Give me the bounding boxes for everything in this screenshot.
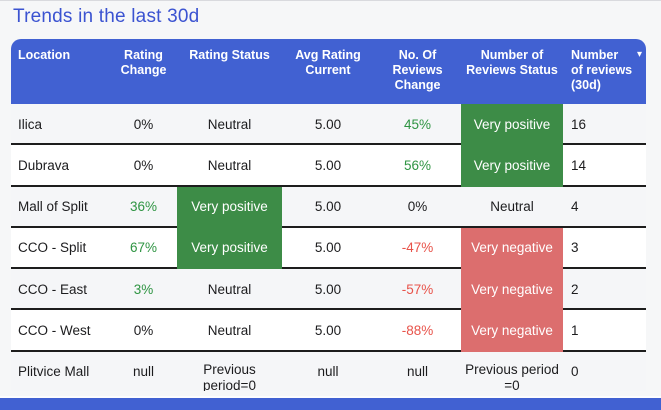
- column-header-avg-rating-current[interactable]: Avg Rating Current: [282, 39, 374, 104]
- cell-reviews-status: Very positive: [461, 145, 563, 187]
- sort-desc-icon[interactable]: ▾: [636, 49, 642, 60]
- cell-rating-change: 0%: [110, 104, 177, 145]
- cell-reviews-status: Very negative: [461, 310, 563, 352]
- cell-avg-rating-current: null: [317, 364, 339, 380]
- cell-reviews-30d: 1: [563, 310, 646, 351]
- cell-reviews-30d: 4: [563, 187, 646, 228]
- cell-reviews-30d: 0: [571, 364, 579, 380]
- column-header-location[interactable]: Location: [11, 39, 110, 104]
- cell-reviews-30d: 14: [563, 145, 646, 186]
- cell-rating-change: 0%: [110, 310, 177, 351]
- cell-rating-status: Neutral: [177, 310, 282, 351]
- table-row: CCO - Split 67% Very positive 5.00 -47% …: [11, 227, 646, 270]
- cell-avg-rating-current: 5.00: [282, 310, 374, 351]
- table-body: Ilica 0% Neutral 5.00 45% Very positive …: [11, 104, 646, 391]
- column-header-label: Rating Status: [189, 48, 270, 62]
- cell-avg-rating-current: 5.00: [282, 228, 374, 269]
- cell-avg-rating-current: 5.00: [282, 187, 374, 228]
- column-header-no-of-reviews-change[interactable]: No. Of Reviews Change: [374, 39, 461, 104]
- column-header-label: No. Of Reviews Change: [392, 48, 443, 92]
- bottom-blue-bar: [0, 396, 661, 410]
- cell-location: CCO - Split: [11, 228, 110, 269]
- table-row: Ilica 0% Neutral 5.00 45% Very positive …: [11, 104, 646, 146]
- cell-reviews-status: Neutral: [461, 187, 563, 228]
- cell-rating-change: 36%: [110, 187, 177, 228]
- cell-rating-change: 0%: [110, 145, 177, 186]
- cell-reviews-status: Very negative: [461, 269, 563, 311]
- column-header-label: Number of Reviews Status: [466, 48, 558, 77]
- cell-reviews-30d: 2: [563, 269, 646, 310]
- cell-rating-status: Neutral: [177, 104, 282, 145]
- table-row: Plitvice Mall null Previous period=0 nul…: [11, 351, 646, 391]
- cell-rating-status: Very positive: [177, 186, 282, 228]
- column-header-rating-status[interactable]: Rating Status: [177, 39, 282, 104]
- cell-reviews-change: -47%: [374, 228, 461, 269]
- cell-rating-status: Very positive: [177, 227, 282, 270]
- cell-rating-status: Neutral: [177, 269, 282, 310]
- cell-reviews-30d: 3: [563, 228, 646, 269]
- cell-rating-status: Neutral: [177, 145, 282, 186]
- table-row: CCO - East 3% Neutral 5.00 -57% Very neg…: [11, 269, 646, 311]
- cell-location: Plitvice Mall: [18, 364, 90, 380]
- cell-rating-change: null: [132, 364, 154, 380]
- table-row: Dubrava 0% Neutral 5.00 56% Very positiv…: [11, 145, 646, 187]
- cell-reviews-change: -88%: [374, 310, 461, 351]
- column-header-label: Location: [18, 48, 71, 62]
- cell-reviews-status: Very negative: [461, 227, 563, 270]
- column-header-label: Avg Rating Current: [295, 48, 361, 77]
- cell-location: CCO - West: [11, 310, 110, 351]
- table-row: CCO - West 0% Neutral 5.00 -88% Very neg…: [11, 310, 646, 352]
- cell-reviews-status: Previous period =0: [465, 361, 559, 391]
- table-header-row: Location Rating Change Rating Status Avg…: [11, 39, 646, 104]
- cell-avg-rating-current: 5.00: [282, 104, 374, 145]
- column-header-number-of-reviews-status[interactable]: Number of Reviews Status: [461, 39, 563, 104]
- table-row: Mall of Split 36% Very positive 5.00 0% …: [11, 186, 646, 228]
- column-header-rating-change[interactable]: Rating Change: [110, 39, 177, 104]
- cell-reviews-30d: 16: [563, 104, 646, 145]
- cell-avg-rating-current: 5.00: [282, 269, 374, 310]
- cell-reviews-status: Very positive: [461, 104, 563, 146]
- cell-avg-rating-current: 5.00: [282, 145, 374, 186]
- cell-location: Dubrava: [11, 145, 110, 186]
- cell-rating-change: 3%: [110, 269, 177, 310]
- column-header-label: Number of reviews (30d): [571, 48, 633, 92]
- cell-reviews-change: 0%: [374, 187, 461, 228]
- cell-location: CCO - East: [11, 269, 110, 310]
- cell-reviews-change: -57%: [374, 269, 461, 310]
- page-title: Trends in the last 30d: [13, 6, 200, 27]
- cell-reviews-change: 56%: [374, 145, 461, 186]
- cell-rating-status: Previous period=0: [203, 361, 256, 391]
- cell-reviews-change: null: [406, 364, 428, 380]
- cell-reviews-change: 45%: [374, 104, 461, 145]
- cell-rating-change: 67%: [110, 228, 177, 269]
- cell-location: Ilica: [11, 104, 110, 145]
- cell-location: Mall of Split: [11, 187, 110, 228]
- column-header-number-of-reviews-30d[interactable]: Number of reviews (30d) ▾: [563, 39, 646, 104]
- column-header-label: Rating Change: [120, 48, 167, 77]
- trends-table: Location Rating Change Rating Status Avg…: [11, 39, 646, 391]
